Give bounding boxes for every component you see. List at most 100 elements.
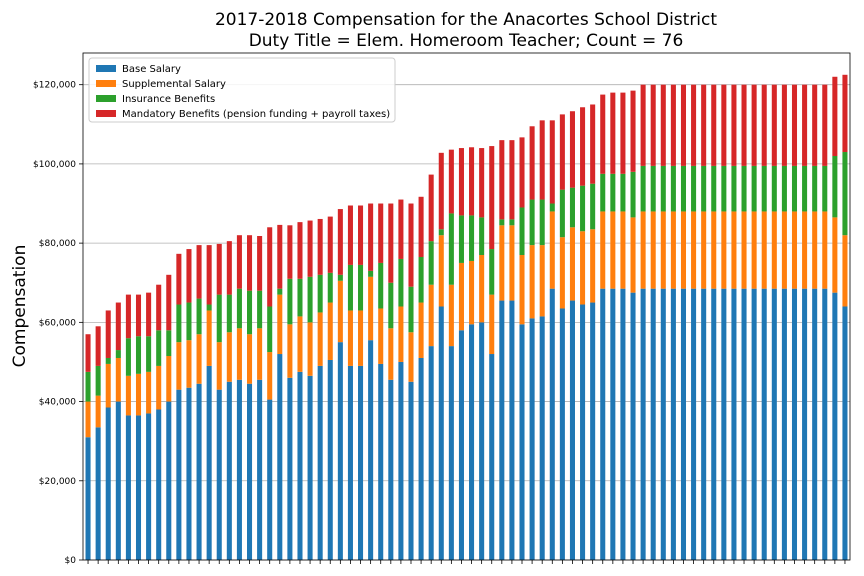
bar-segment-series-2 — [479, 217, 485, 256]
bar-segment-series-1 — [741, 211, 747, 289]
bar-segment-series-1 — [277, 294, 283, 355]
bar-segment-series-0 — [115, 401, 121, 560]
bar-segment-series-3 — [458, 148, 464, 216]
bar-segment-series-2 — [337, 274, 343, 281]
bar-segment-series-0 — [307, 375, 313, 560]
bar-segment-series-2 — [741, 165, 747, 212]
bar-segment-series-1 — [236, 328, 242, 380]
bar-segment-series-3 — [791, 84, 798, 166]
bar-segment-series-0 — [519, 324, 525, 560]
bars — [85, 74, 848, 560]
bar-segment-series-1 — [711, 211, 717, 289]
bar-segment-series-3 — [822, 84, 828, 166]
bar-segment-series-2 — [822, 165, 828, 212]
bar-segment-series-0 — [802, 288, 808, 560]
y-axis-label: Compensation — [10, 245, 30, 368]
bar-segment-series-1 — [226, 332, 232, 382]
bar-segment-series-1 — [519, 255, 525, 325]
bar-segment-series-1 — [347, 310, 353, 366]
bar-segment-series-2 — [590, 183, 596, 230]
bar-segment-series-1 — [267, 352, 273, 400]
bar-segment-series-2 — [731, 165, 737, 212]
bar-segment-series-2 — [358, 264, 364, 311]
bar-segment-series-3 — [620, 92, 626, 174]
bar-segment-series-2 — [620, 173, 626, 212]
bar-segment-series-0 — [761, 288, 767, 560]
bar-segment-series-1 — [216, 342, 222, 390]
bar-segment-series-2 — [428, 241, 434, 285]
bar-segment-series-3 — [691, 84, 697, 166]
bar-segment-series-0 — [630, 292, 636, 560]
bar-segment-series-2 — [529, 199, 535, 246]
bar-segment-series-1 — [337, 280, 343, 343]
bar-segment-series-3 — [590, 104, 596, 184]
bar-segment-series-3 — [156, 284, 162, 331]
bar-segment-series-3 — [479, 148, 485, 218]
bar-segment-series-0 — [701, 288, 707, 560]
bar-segment-series-1 — [125, 375, 131, 416]
bar-segment-series-2 — [156, 330, 162, 366]
bar-segment-series-0 — [569, 300, 575, 560]
bar-segment-series-3 — [115, 302, 121, 351]
bar-segment-series-3 — [307, 220, 313, 277]
bar-segment-series-1 — [317, 312, 323, 366]
bar-segment-series-0 — [791, 288, 798, 560]
ticks: $0 $20,000 $40,000 $60,000 $80,000 $100,000 $1… — [33, 81, 846, 566]
bar-segment-series-2 — [580, 185, 586, 232]
bar-segment-series-0 — [600, 288, 606, 560]
bar-segment-series-0 — [125, 415, 131, 560]
bar-segment-series-0 — [176, 389, 182, 560]
bar-segment-series-3 — [580, 107, 586, 186]
bar-segment-series-3 — [640, 84, 646, 166]
bar-segment-series-2 — [317, 274, 323, 313]
bar-segment-series-1 — [156, 365, 162, 410]
bar-segment-series-3 — [358, 205, 364, 265]
bar-segment-series-1 — [297, 316, 303, 372]
bar-segment-series-0 — [257, 379, 263, 560]
bar-segment-series-0 — [247, 383, 253, 560]
bar-segment-series-2 — [469, 215, 475, 261]
bar-segment-series-0 — [448, 346, 454, 560]
bar-segment-series-1 — [721, 211, 727, 289]
bar-segment-series-0 — [832, 292, 838, 560]
bar-segment-series-0 — [691, 288, 697, 560]
bar-segment-series-3 — [781, 84, 787, 166]
bar-segment-series-3 — [287, 225, 293, 279]
bar-segment-series-0 — [135, 415, 142, 560]
bar-segment-series-2 — [781, 165, 787, 212]
bar-segment-series-1 — [206, 310, 212, 366]
legend-box — [88, 57, 396, 123]
bar-segment-series-2 — [509, 219, 515, 226]
bar-segment-series-2 — [95, 365, 101, 396]
bar-segment-series-3 — [226, 241, 232, 295]
bar-segment-series-1 — [196, 334, 202, 384]
bar-segment-series-1 — [620, 211, 626, 289]
bar-segment-series-3 — [610, 92, 616, 174]
bar-segment-series-3 — [600, 94, 606, 174]
bar-segment-series-2 — [347, 264, 353, 311]
y-tick-label: $0 — [65, 556, 77, 566]
legend-entry-label: Mandatory Benefits (pension funding + pa… — [122, 109, 390, 120]
legend-swatch — [96, 65, 116, 72]
bar-segment-series-2 — [196, 298, 202, 335]
bar-segment-series-0 — [660, 288, 666, 560]
bar-segment-series-0 — [368, 340, 374, 560]
bar-segment-series-3 — [317, 218, 323, 275]
bar-segment-series-3 — [842, 74, 848, 153]
legend-swatch — [96, 80, 116, 87]
bar-segment-series-0 — [105, 407, 111, 560]
bar-segment-series-3 — [216, 243, 222, 295]
bar-segment-series-3 — [166, 274, 172, 331]
bar-segment-series-0 — [489, 354, 495, 560]
bar-segment-series-2 — [257, 290, 263, 329]
bar-segment-series-1 — [247, 334, 253, 384]
bar-segment-series-1 — [418, 302, 424, 358]
bar-segment-series-3 — [509, 140, 515, 220]
bar-segment-series-1 — [580, 231, 586, 305]
bar-segment-series-2 — [438, 229, 444, 236]
bar-segment-series-2 — [378, 262, 384, 309]
bar-segment-series-1 — [539, 245, 545, 317]
bar-segment-series-2 — [176, 304, 182, 343]
